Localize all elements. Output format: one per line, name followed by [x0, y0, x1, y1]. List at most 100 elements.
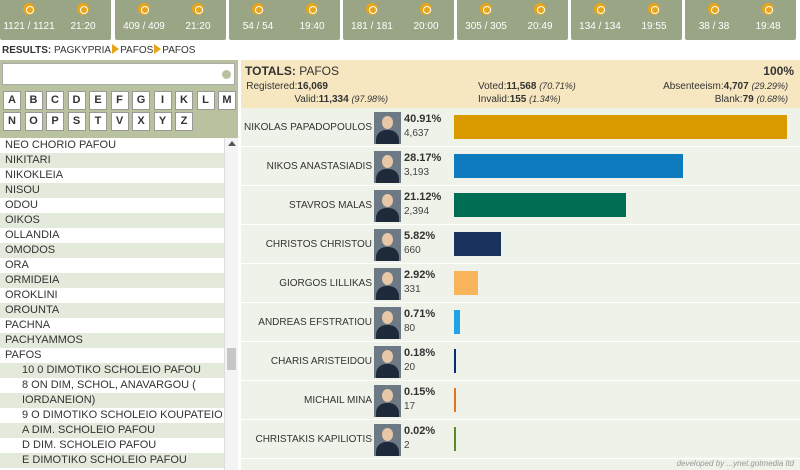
letter-key-m[interactable]: M [218, 91, 236, 110]
candidate-row[interactable]: MICHAIL MINA 0.15% 17 [241, 381, 800, 420]
list-item[interactable]: OLLANDIA [5, 229, 60, 241]
search-input[interactable] [2, 63, 235, 85]
list-item[interactable]: PACHYAMMOS [0, 333, 224, 348]
list-scrollbar[interactable] [224, 138, 238, 470]
list-item[interactable]: NEO CHORIO PAFOU [5, 139, 117, 151]
letter-key-o[interactable]: O [24, 112, 43, 131]
district-time-cell: 21:20 [58, 0, 108, 40]
ballot-icon [708, 3, 720, 15]
letter-key-z[interactable]: Z [175, 112, 193, 131]
ballot-icon [23, 3, 35, 15]
scroll-up-icon[interactable] [228, 141, 236, 146]
district-time: 20:00 [413, 21, 439, 32]
clock-icon [420, 3, 432, 15]
district-count-cell: 1121 / 1121 [3, 0, 55, 40]
letter-key-a[interactable]: A [3, 91, 21, 110]
candidate-votes: 20 [404, 362, 416, 373]
letter-key-s[interactable]: S [67, 112, 86, 131]
ballot-icon [366, 3, 378, 15]
list-item[interactable]: ORMIDEIA [0, 273, 224, 288]
district-count: 409 / 409 [123, 21, 165, 32]
candidate-photo [374, 307, 401, 339]
district-tile[interactable] [0, 0, 111, 40]
candidate-percent: 0.15% [404, 386, 436, 398]
letter-key-c[interactable]: C [46, 91, 64, 110]
letter-key-l[interactable]: L [196, 91, 215, 110]
clock-icon [192, 3, 204, 15]
clock-icon [306, 3, 318, 15]
candidate-percent: 21.12% [404, 191, 442, 203]
candidate-percent: 5.82% [404, 230, 436, 242]
letter-key-i[interactable]: I [153, 91, 172, 110]
list-item[interactable]: OROUNTA [0, 303, 224, 318]
district-tile[interactable] [115, 0, 226, 40]
candidate-row[interactable]: ANDREAS EFSTRATIOU 0.71% 80 [241, 303, 800, 342]
district-tile[interactable] [343, 0, 454, 40]
letter-key-d[interactable]: D [67, 91, 86, 110]
district-tile[interactable] [229, 0, 340, 40]
list-item[interactable]: IORDANEION) [0, 393, 224, 408]
list-item[interactable]: PAFOS [5, 349, 42, 361]
candidate-percent: 0.02% [404, 425, 436, 437]
letter-key-g[interactable]: G [132, 91, 150, 110]
candidate-photo [374, 385, 401, 417]
district-time-cell: 19:48 [743, 0, 793, 40]
list-item[interactable]: NIKOKLEIA [5, 169, 64, 181]
list-item[interactable]: NIKITARI [0, 153, 224, 168]
candidate-name: CHARIS ARISTEIDOU [270, 356, 372, 367]
list-item[interactable]: 8 ON DIM, SCHOL, ANAVARGOU ( [22, 379, 196, 391]
candidate-row[interactable]: STAVROS MALAS 21.12% 2,394 [241, 186, 800, 225]
stat-registered: Registered:16,069 [246, 81, 328, 92]
list-item[interactable]: 10 0 DIMOTIKO SCHOLEIO PAFOU [0, 363, 224, 378]
letter-key-k[interactable]: K [175, 91, 193, 110]
stat-blank: Blank:79 (0.68%) [714, 94, 788, 105]
letter-key-x[interactable]: X [132, 112, 150, 131]
district-tile[interactable] [457, 0, 568, 40]
list-item[interactable]: NISOU [0, 183, 224, 198]
list-item[interactable]: PACHNA [5, 319, 51, 331]
district-tile[interactable] [685, 0, 796, 40]
breadcrumb-arrow-icon [154, 44, 162, 54]
list-item[interactable]: E DIMOTIKO SCHOLEIO PAFOU [0, 453, 224, 468]
letter-key-v[interactable]: V [110, 112, 129, 131]
breadcrumb-item-district[interactable]: PAFOS [120, 45, 154, 56]
candidate-row[interactable]: NIKOLAS PAPADOPOULOS 40.91% 4,637 [241, 108, 800, 147]
scroll-thumb[interactable] [227, 348, 236, 370]
letter-key-n[interactable]: N [3, 112, 21, 131]
district-time: 21:20 [185, 21, 211, 32]
district-tile[interactable] [571, 0, 682, 40]
list-item[interactable]: OROKLINI [5, 289, 58, 301]
district-time: 19:40 [299, 21, 325, 32]
breadcrumb-arrow-icon [112, 44, 120, 54]
letter-key-b[interactable]: B [24, 91, 43, 110]
letter-key-p[interactable]: P [46, 112, 64, 131]
list-item[interactable]: ORA [5, 259, 29, 271]
candidate-votes: 331 [404, 284, 421, 295]
district-time: 20:49 [527, 21, 553, 32]
candidate-row[interactable]: CHRISTOS CHRISTOU 5.82% 660 [241, 225, 800, 264]
candidate-votes: 4,637 [404, 128, 430, 139]
candidate-row[interactable]: NIKOS ANASTASIADIS 28.17% 3,193 [241, 147, 800, 186]
district-count-cell: 134 / 134 [575, 0, 625, 40]
letter-key-e[interactable]: E [89, 91, 107, 110]
candidate-votes: 3,193 [404, 167, 430, 178]
list-item[interactable]: 9 O DIMOTIKO SCHOLEIO KOUPATEIO [22, 409, 223, 421]
candidate-row[interactable]: GIORGOS LILLIKAS 2.92% 331 [241, 264, 800, 303]
list-item[interactable]: OMODOS [0, 243, 224, 258]
candidate-photo [374, 112, 401, 144]
breadcrumb-item-pagkypria[interactable]: PAGKYPRIA [54, 45, 112, 56]
candidate-row[interactable]: CHARIS ARISTEIDOU 0.18% 20 [241, 342, 800, 381]
list-item[interactable]: ODOU [5, 199, 38, 211]
candidate-bar [454, 193, 626, 217]
candidate-votes: 660 [404, 245, 421, 256]
letter-key-y[interactable]: Y [153, 112, 172, 131]
list-item[interactable]: OIKOS [0, 213, 224, 228]
letter-key-f[interactable]: F [110, 91, 129, 110]
list-item[interactable]: A DIM. SCHOLEIO PAFOU [0, 423, 224, 438]
district-time-cell: 20:00 [401, 0, 451, 40]
letter-key-t[interactable]: T [89, 112, 107, 131]
clock-icon [762, 3, 774, 15]
candidate-row[interactable]: CHRISTAKIS KAPILIOTIS 0.02% 2 [241, 420, 800, 459]
list-item[interactable]: D DIM. SCHOLEIO PAFOU [22, 439, 157, 451]
search-icon[interactable] [222, 70, 231, 79]
